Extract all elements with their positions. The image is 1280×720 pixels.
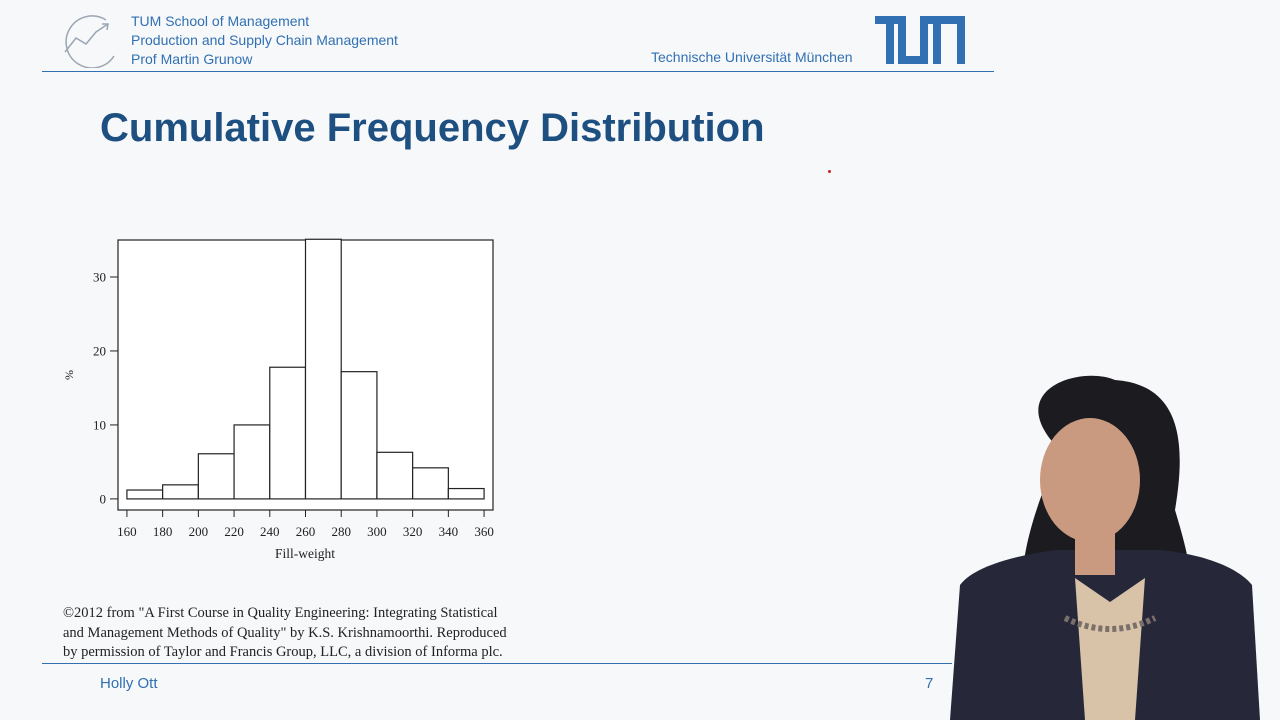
slide-title: Cumulative Frequency Distribution — [100, 106, 765, 150]
histogram-bar — [126, 489, 164, 500]
header-line-professor: Prof Martin Grunow — [131, 51, 253, 67]
presenter-video — [950, 375, 1260, 720]
header-lines: TUM School of Management Production and … — [131, 12, 398, 69]
y-axis-label: % — [62, 370, 76, 380]
x-tick-label: 340 — [439, 524, 459, 539]
x-tick-label: 180 — [153, 524, 173, 539]
citation-line-3: by permission of Taylor and Francis Grou… — [63, 644, 503, 660]
histogram-bar — [340, 371, 378, 500]
citation-line-2: and Management Methods of Quality" by K.… — [63, 624, 507, 641]
x-tick-label: 360 — [474, 524, 494, 539]
histogram-bar — [233, 424, 271, 500]
university-name: Technische Universität München — [651, 49, 853, 65]
header-divider — [42, 71, 994, 72]
y-tick-label: 0 — [100, 491, 107, 506]
header-line-chair: Production and Supply Chain Management — [131, 32, 398, 48]
histogram-bar — [412, 467, 449, 500]
histogram-bar — [269, 366, 307, 500]
histogram-bar — [447, 487, 485, 500]
citation-line-1: ©2012 from "A First Course in Quality En… — [63, 605, 498, 621]
footer-divider — [42, 663, 952, 664]
citation: ©2012 from "A First Course in Quality En… — [63, 604, 507, 663]
x-tick-label: 200 — [189, 524, 209, 539]
x-tick-label: 240 — [260, 524, 280, 539]
x-tick-label: 300 — [367, 524, 387, 539]
laser-pointer-dot — [828, 170, 831, 173]
y-tick-label: 30 — [93, 269, 106, 284]
y-tick-label: 10 — [93, 417, 106, 432]
presenter-name: Holly Ott — [100, 675, 158, 692]
x-axis-label: Fill-weight — [275, 546, 335, 561]
histogram-chart: 0 10 20 30 160 180 200 220 240 260 280 300 320 340 36… — [62, 238, 494, 561]
x-tick-label: 160 — [117, 524, 137, 539]
x-tick-label: 220 — [224, 524, 244, 539]
histogram-bar — [304, 238, 342, 500]
histogram-bar — [162, 484, 199, 500]
x-tick-label: 320 — [403, 524, 423, 539]
histogram-bar — [376, 451, 414, 500]
tum-logo-icon — [875, 16, 965, 64]
page-number: 7 — [925, 675, 934, 692]
header-line-school: TUM School of Management — [131, 13, 310, 29]
tum-school-logo-icon — [64, 15, 115, 68]
histogram-bar — [197, 453, 235, 500]
x-tick-label: 260 — [296, 524, 316, 539]
y-tick-label: 20 — [93, 343, 106, 358]
x-tick-label: 280 — [331, 524, 351, 539]
